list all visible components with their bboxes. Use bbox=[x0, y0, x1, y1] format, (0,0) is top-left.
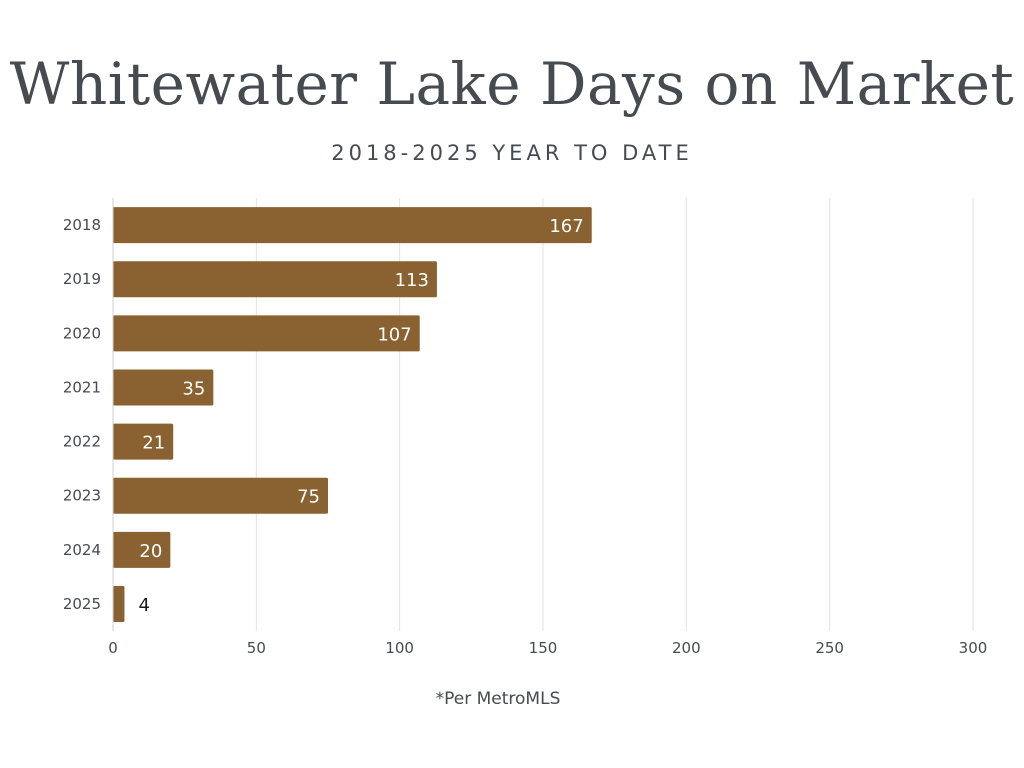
y-category-label: 2024 bbox=[63, 541, 101, 559]
x-tick-label: 300 bbox=[959, 639, 988, 657]
bars bbox=[113, 207, 592, 622]
x-tick-label: 0 bbox=[108, 639, 118, 657]
bar-2022 bbox=[113, 423, 174, 460]
axis: 0 50 100 150 200 250 3002018201920202021202220… bbox=[63, 198, 988, 657]
value-labels: 167 113 107 35 21 75 20 4 bbox=[138, 216, 583, 616]
y-category-label: 2025 bbox=[63, 595, 101, 613]
y-category-label: 2019 bbox=[63, 270, 101, 288]
bar-2024 bbox=[113, 531, 171, 568]
value-label-2021: 35 bbox=[182, 378, 205, 399]
y-category-label: 2021 bbox=[63, 378, 101, 396]
value-label-2018: 167 bbox=[549, 216, 583, 237]
y-category-label: 2022 bbox=[63, 433, 101, 451]
footnote: *Per MetroMLS bbox=[435, 689, 561, 709]
chart-subtitle: 2018-2025 YEAR TO DATE bbox=[331, 141, 693, 165]
bar-2019 bbox=[113, 261, 437, 298]
y-category-label: 2018 bbox=[63, 216, 101, 234]
value-label-2022: 21 bbox=[142, 433, 165, 454]
x-tick-label: 150 bbox=[529, 639, 558, 657]
value-label-2024: 20 bbox=[139, 541, 162, 562]
value-label-2023: 75 bbox=[297, 487, 320, 508]
y-category-label: 2020 bbox=[63, 324, 101, 342]
x-tick-label: 100 bbox=[385, 639, 414, 657]
x-tick-label: 200 bbox=[672, 639, 701, 657]
x-tick-label: 50 bbox=[247, 639, 266, 657]
value-label-2025: 4 bbox=[138, 595, 149, 616]
bar-2021 bbox=[113, 369, 214, 406]
chart-title: Whitewater Lake Days on Market bbox=[9, 50, 1015, 118]
bar-2023 bbox=[113, 477, 328, 514]
y-category-label: 2023 bbox=[63, 487, 101, 505]
bar-2018 bbox=[113, 207, 592, 244]
x-tick-label: 250 bbox=[815, 639, 844, 657]
bar-2020 bbox=[113, 315, 420, 352]
value-label-2020: 107 bbox=[377, 324, 411, 345]
value-label-2019: 113 bbox=[395, 270, 429, 291]
bar-2025 bbox=[113, 585, 125, 622]
